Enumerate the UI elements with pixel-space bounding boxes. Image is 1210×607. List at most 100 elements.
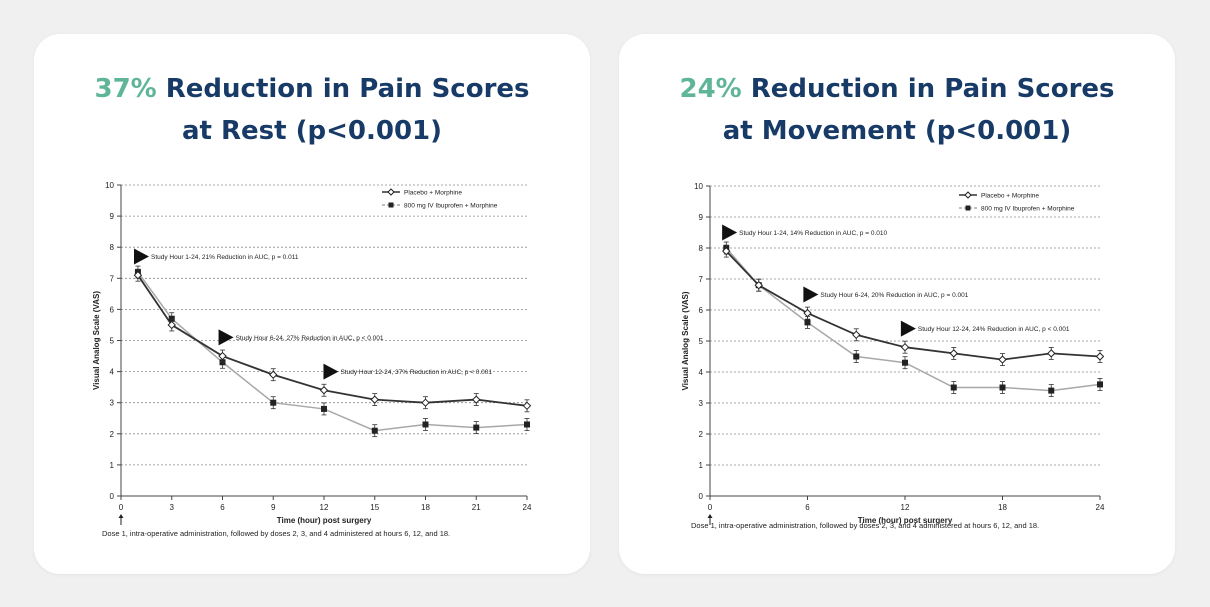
- ibuprofen-point: [473, 424, 480, 431]
- y-tick-label: 2: [699, 430, 704, 439]
- title-line-1: Reduction in Pain Scores: [750, 74, 1115, 104]
- y-tick-label: 3: [110, 399, 115, 408]
- ibuprofen-point: [950, 384, 957, 391]
- title-line-1: Reduction in Pain Scores: [165, 74, 530, 104]
- chart-footnote: Dose 1, intra-operative administration, …: [102, 529, 450, 538]
- legend-placebo-marker-icon: [387, 188, 395, 196]
- x-axis-label: Time (hour) post surgery: [277, 516, 372, 525]
- title-percent: 37%: [94, 74, 157, 104]
- placebo-point: [900, 342, 910, 352]
- annotation-arrow-icon: [323, 363, 339, 380]
- x-axis-label: Time (hour) post surgery: [858, 516, 953, 525]
- ibuprofen-point: [321, 405, 327, 412]
- placebo-point: [472, 395, 481, 404]
- y-tick-label: 0: [699, 492, 704, 501]
- ibuprofen-line: [725, 247, 1101, 392]
- legend-placebo-label: Placebo + Morphine: [404, 190, 462, 197]
- legend-ibuprofen-marker-icon: [965, 205, 971, 211]
- ibuprofen-point: [422, 421, 429, 428]
- y-tick-label: 8: [699, 244, 704, 253]
- annotation-arrow-icon: [133, 248, 149, 265]
- y-tick-label: 6: [110, 305, 115, 314]
- ibuprofen-point: [270, 399, 277, 406]
- x-tick-label: 3: [170, 503, 175, 512]
- x-tick-label: 12: [320, 503, 329, 512]
- card-title: 37% Reduction in Pain Scores at Rest (p<…: [34, 68, 590, 152]
- card-title: 24% Reduction in Pain Scores at Movement…: [619, 68, 1175, 152]
- title-line-2: at Rest (p<0.001): [181, 116, 443, 146]
- ibuprofen-point: [371, 427, 378, 434]
- x-tick-label: 21: [472, 503, 481, 512]
- placebo-point: [852, 330, 861, 340]
- placebo-point: [370, 395, 379, 404]
- ibuprofen-point: [902, 359, 908, 366]
- placebo-point: [218, 351, 227, 361]
- legend-placebo-marker-icon: [964, 191, 972, 199]
- ibuprofen-point: [1048, 387, 1055, 394]
- x-tick-label: 15: [370, 503, 379, 512]
- placebo-point: [269, 370, 278, 379]
- legend-ibuprofen-marker-icon: [388, 202, 394, 208]
- annotation-label: Study Hour 6-24, 20% Reduction in AUC, p…: [820, 292, 968, 299]
- annotation-label: Study Hour 1-24, 14% Reduction in AUC, p…: [739, 230, 887, 237]
- y-tick-label: 6: [699, 306, 704, 315]
- y-tick-label: 10: [694, 182, 703, 191]
- y-tick-label: 7: [699, 275, 704, 284]
- x-tick-label: 9: [271, 503, 276, 512]
- placebo-line: [725, 250, 1101, 361]
- placebo-point: [522, 401, 532, 411]
- placebo-point: [722, 246, 731, 256]
- y-tick-label: 8: [110, 243, 115, 252]
- x-tick-label: 0: [708, 503, 713, 512]
- dose-arrowhead-icon: [118, 514, 124, 518]
- annotation-label: Study Hour 1-24, 21% Reduction in AUC, p…: [151, 254, 299, 261]
- placebo-point: [1047, 349, 1056, 358]
- placebo-point: [421, 398, 430, 407]
- y-tick-label: 4: [110, 368, 115, 377]
- y-tick-label: 0: [110, 492, 115, 501]
- y-tick-label: 7: [110, 274, 115, 283]
- placebo-point: [998, 355, 1007, 364]
- y-tick-label: 3: [699, 399, 704, 408]
- y-axis-label: Visual Analog Scale (VAS): [92, 291, 101, 390]
- placebo-point: [803, 308, 812, 318]
- annotation-label: Study Hour 12-24, 24% Reduction in AUC, …: [918, 326, 1070, 333]
- annotation-label: Study Hour 6-24, 27% Reduction in AUC, p…: [236, 335, 384, 342]
- y-axis-label: Visual Analog Scale (VAS): [681, 291, 690, 390]
- x-tick-label: 12: [901, 503, 910, 512]
- x-tick-label: 6: [805, 503, 810, 512]
- placebo-point: [319, 386, 329, 395]
- y-tick-label: 10: [105, 181, 114, 190]
- ibuprofen-point: [524, 421, 530, 428]
- ibuprofen-point: [999, 384, 1006, 391]
- x-tick-label: 6: [220, 503, 225, 512]
- y-tick-label: 4: [699, 368, 704, 377]
- x-tick-label: 0: [119, 503, 124, 512]
- placebo-point: [167, 320, 176, 330]
- placebo-point: [1095, 352, 1105, 361]
- ibuprofen-point: [804, 319, 811, 326]
- placebo-point: [133, 270, 143, 280]
- title-percent: 24%: [679, 74, 742, 104]
- y-tick-label: 1: [110, 461, 115, 470]
- y-tick-label: 5: [699, 337, 704, 346]
- annotation-arrow-icon: [803, 286, 819, 303]
- y-tick-label: 1: [699, 461, 704, 470]
- y-tick-label: 2: [110, 430, 115, 439]
- x-tick-label: 18: [421, 503, 430, 512]
- x-tick-label: 18: [998, 503, 1007, 512]
- placebo-point: [754, 280, 763, 290]
- chart-card-movement: 24% Reduction in Pain Scores at Movement…: [619, 34, 1175, 574]
- annotation-label: Study Hour 12-24, 37% Reduction in AUC, …: [340, 369, 492, 376]
- dose-arrowhead-icon: [707, 514, 713, 518]
- y-tick-label: 5: [110, 337, 115, 346]
- y-tick-label: 9: [110, 212, 115, 221]
- x-tick-label: 24: [523, 503, 532, 512]
- ibuprofen-line: [137, 271, 528, 432]
- chart-card-rest: 37% Reduction in Pain Scores at Rest (p<…: [34, 34, 590, 574]
- chart-footnote: Dose 1, intra-operative administration, …: [691, 521, 1039, 530]
- legend-ibuprofen-label: 800 mg IV Ibuprofen + Morphine: [981, 206, 1075, 213]
- ibuprofen-point: [1097, 381, 1103, 388]
